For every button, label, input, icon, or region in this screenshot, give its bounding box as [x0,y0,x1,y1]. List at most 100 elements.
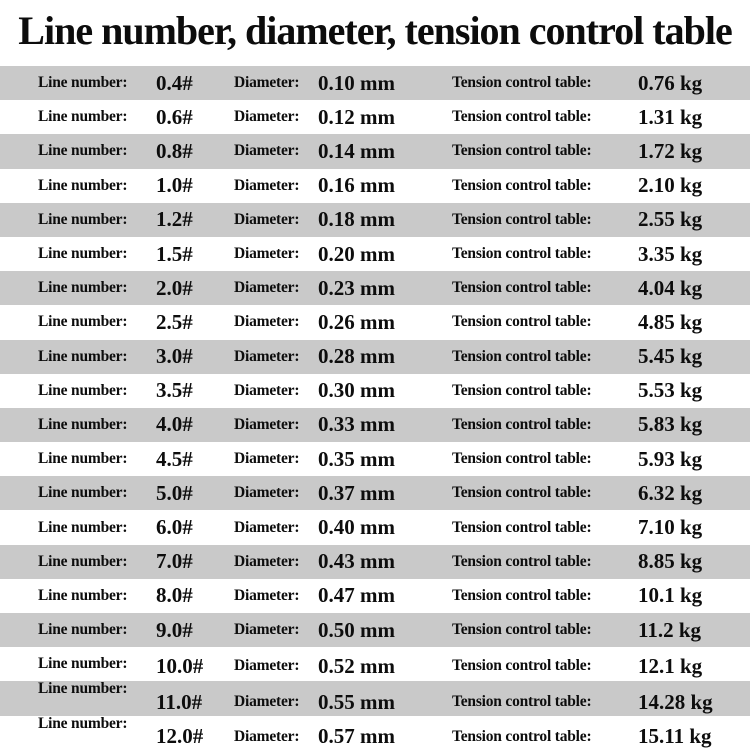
line-number-label: Line number: [38,381,128,399]
table-row: Line number: 4.5# Diameter: 0.35 mm Tens… [0,442,750,477]
tension-label: Tension control table: [452,586,592,604]
table-row: Line number: 1.5# Diameter: 0.20 mm Tens… [0,236,750,272]
tension-value: 5.93 kg [638,446,703,471]
table-row: Line number: 9.0# Diameter: 0.50 mm Tens… [0,613,750,648]
diameter-value: 0.10 mm [318,70,395,95]
diameter-label: Diameter: [234,347,300,365]
tension-value: 11.2 kg [638,617,702,642]
table-row: Line number: 0.4# Diameter: 0.10 mm Tens… [0,66,750,101]
diameter-label: Diameter: [234,586,300,604]
diameter-value: 0.55 mm [318,689,395,714]
tension-label: Tension control table: [452,347,592,365]
diameter-value: 0.57 mm [318,724,395,749]
diameter-value: 0.52 mm [318,653,395,678]
diameter-value: 0.50 mm [318,617,395,642]
tension-value: 1.72 kg [638,138,703,163]
line-number-label: Line number: [38,621,128,639]
line-number-value: 4.5# [156,446,193,471]
diameter-label: Diameter: [234,727,300,745]
table-row: Line number: 11.0# Diameter: 0.55 mm Ten… [0,680,750,716]
tension-label: Tension control table: [452,108,592,126]
diameter-label: Diameter: [234,518,300,536]
tension-label: Tension control table: [452,484,592,502]
line-number-value: 12.0# [156,724,204,749]
diameter-value: 0.30 mm [318,378,395,403]
tension-label: Tension control table: [452,727,592,745]
tension-value: 4.85 kg [638,309,703,334]
tension-label: Tension control table: [452,518,592,536]
line-number-value: 2.5# [156,309,193,334]
line-number-label: Line number: [38,450,128,468]
diameter-value: 0.40 mm [318,515,395,540]
diameter-label: Diameter: [234,210,300,228]
tension-value: 7.10 kg [638,515,703,540]
tension-label: Tension control table: [452,279,592,297]
table-row: Line number: 5.0# Diameter: 0.37 mm Tens… [0,476,750,511]
table-row: Line number: 3.5# Diameter: 0.30 mm Tens… [0,373,750,408]
diameter-value: 0.16 mm [318,173,395,198]
diameter-label: Diameter: [234,450,300,468]
tension-value: 5.53 kg [638,378,703,403]
diameter-label: Diameter: [234,74,300,92]
line-number-label: Line number: [38,552,128,570]
diameter-value: 0.33 mm [318,412,395,437]
diameter-label: Diameter: [234,552,300,570]
line-number-value: 0.4# [156,70,193,95]
table-row: Line number: 6.0# Diameter: 0.40 mm Tens… [0,510,750,545]
diameter-label: Diameter: [234,484,300,502]
tension-label: Tension control table: [452,552,592,570]
tension-label: Tension control table: [452,621,592,639]
diameter-label: Diameter: [234,245,300,263]
line-number-value: 1.0# [156,173,193,198]
line-number-label: Line number: [38,245,128,263]
line-number-value: 7.0# [156,549,193,574]
line-number-value: 3.5# [156,378,193,403]
tension-label: Tension control table: [452,415,592,433]
line-number-value: 10.0# [156,653,204,678]
tension-value: 2.10 kg [638,173,703,198]
tension-value: 2.55 kg [638,207,703,232]
table-row: Line number: 0.8# Diameter: 0.14 mm Tens… [0,134,750,169]
line-number-label: Line number: [38,586,128,604]
tension-value: 5.45 kg [638,344,703,369]
tension-value: 10.1 kg [638,583,703,608]
tension-value: 3.35 kg [638,241,703,266]
table-row: Line number: 12.0# Diameter: 0.57 mm Ten… [0,715,750,750]
line-number-value: 11.0# [156,689,203,714]
line-number-label: Line number: [38,108,128,126]
diameter-value: 0.20 mm [318,241,395,266]
line-number-label: Line number: [38,518,128,536]
line-number-label: Line number: [38,655,128,673]
diameter-value: 0.35 mm [318,446,395,471]
diameter-value: 0.43 mm [318,549,395,574]
line-number-value: 2.0# [156,275,193,300]
line-number-value: 0.8# [156,138,193,163]
table-row: Line number: 0.6# Diameter: 0.12 mm Tens… [0,100,750,135]
line-number-label: Line number: [38,210,128,228]
line-number-label: Line number: [38,484,128,502]
diameter-label: Diameter: [234,176,300,194]
table-row: Line number: 2.0# Diameter: 0.23 mm Tens… [0,271,750,306]
line-number-label: Line number: [38,680,128,698]
diameter-label: Diameter: [234,621,300,639]
diameter-value: 0.37 mm [318,480,395,505]
line-number-value: 5.0# [156,480,193,505]
tension-value: 6.32 kg [638,480,703,505]
table-row: Line number: 7.0# Diameter: 0.43 mm Tens… [0,544,750,579]
tension-value: 4.04 kg [638,275,703,300]
tension-label: Tension control table: [452,693,592,711]
diameter-label: Diameter: [234,693,300,711]
line-number-label: Line number: [38,415,128,433]
line-number-label: Line number: [38,74,128,92]
line-number-value: 1.5# [156,241,193,266]
tension-value: 12.1 kg [638,653,703,678]
tension-label: Tension control table: [452,657,592,675]
table-row: Line number: 8.0# Diameter: 0.47 mm Tens… [0,578,750,613]
table-row: Line number: 2.5# Diameter: 0.26 mm Tens… [0,305,750,340]
line-number-value: 8.0# [156,583,193,608]
tension-label: Tension control table: [452,176,592,194]
tension-label: Tension control table: [452,245,592,263]
table-row: Line number: 1.0# Diameter: 0.16 mm Tens… [0,168,750,203]
diameter-label: Diameter: [234,657,300,675]
page-title: Line number, diameter, tension control t… [18,8,732,53]
